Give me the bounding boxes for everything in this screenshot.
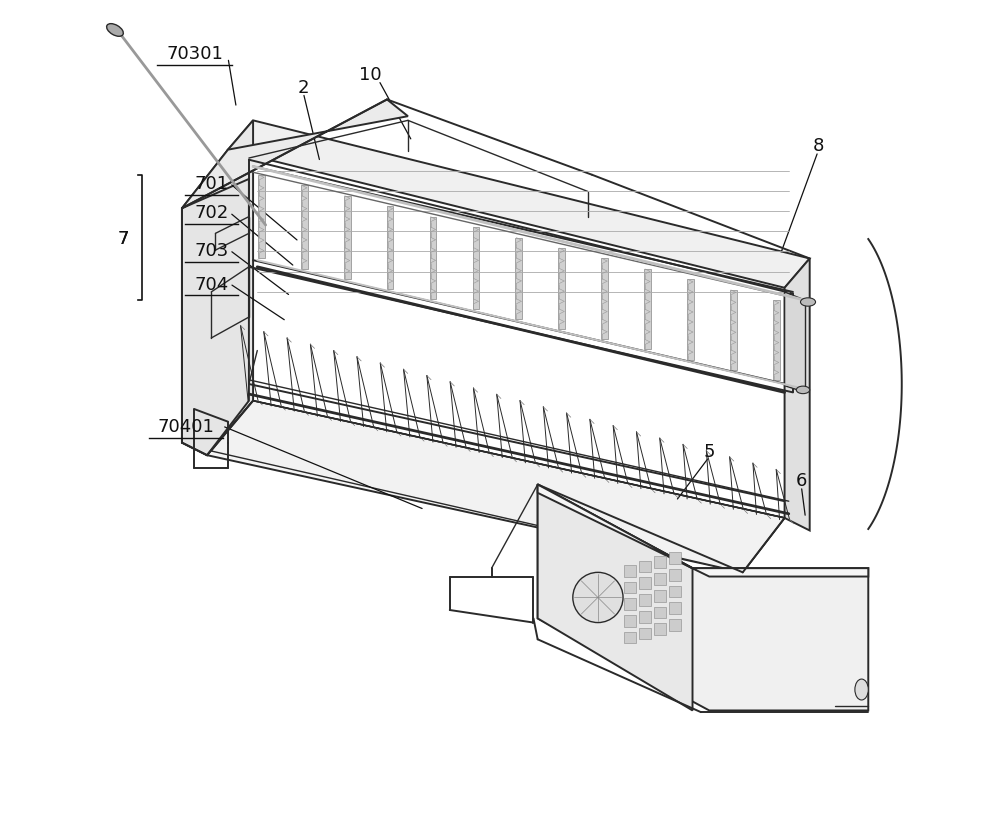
Ellipse shape bbox=[800, 298, 816, 307]
Polygon shape bbox=[730, 290, 737, 370]
Polygon shape bbox=[258, 176, 265, 259]
Text: 6: 6 bbox=[796, 472, 807, 490]
Circle shape bbox=[573, 573, 623, 623]
Polygon shape bbox=[387, 206, 393, 289]
Text: 702: 702 bbox=[194, 204, 228, 222]
Bar bbox=[624, 582, 636, 594]
Polygon shape bbox=[182, 180, 249, 456]
Polygon shape bbox=[473, 228, 479, 309]
Bar bbox=[669, 619, 681, 631]
Text: 703: 703 bbox=[194, 242, 228, 260]
Polygon shape bbox=[515, 238, 522, 320]
Bar bbox=[669, 586, 681, 598]
Bar bbox=[624, 615, 636, 627]
Ellipse shape bbox=[107, 24, 123, 38]
Bar bbox=[669, 553, 681, 564]
Bar bbox=[654, 590, 666, 602]
Text: 70401: 70401 bbox=[158, 417, 215, 436]
Polygon shape bbox=[601, 259, 608, 340]
Bar bbox=[639, 594, 651, 606]
Polygon shape bbox=[785, 293, 806, 393]
Text: 70301: 70301 bbox=[166, 45, 223, 64]
Text: 8: 8 bbox=[812, 137, 824, 155]
Polygon shape bbox=[182, 121, 253, 456]
Polygon shape bbox=[228, 121, 810, 288]
Polygon shape bbox=[644, 269, 651, 350]
Bar bbox=[639, 578, 651, 589]
Text: 10: 10 bbox=[359, 66, 382, 84]
Ellipse shape bbox=[855, 679, 868, 701]
Polygon shape bbox=[558, 249, 565, 330]
Polygon shape bbox=[538, 485, 693, 711]
Polygon shape bbox=[687, 280, 694, 360]
Bar bbox=[669, 569, 681, 581]
Polygon shape bbox=[430, 217, 436, 299]
Bar bbox=[624, 632, 636, 644]
Text: 701: 701 bbox=[194, 175, 228, 193]
Bar bbox=[639, 561, 651, 573]
Text: 7: 7 bbox=[118, 229, 129, 247]
Bar bbox=[654, 573, 666, 585]
Bar bbox=[639, 628, 651, 640]
Polygon shape bbox=[773, 301, 780, 380]
Text: 704: 704 bbox=[194, 275, 228, 293]
Polygon shape bbox=[538, 485, 868, 711]
Polygon shape bbox=[211, 401, 785, 573]
Bar bbox=[624, 565, 636, 577]
Polygon shape bbox=[344, 196, 351, 279]
Text: 2: 2 bbox=[298, 79, 309, 97]
Ellipse shape bbox=[796, 386, 810, 394]
Bar bbox=[654, 607, 666, 619]
Bar bbox=[669, 603, 681, 614]
Text: 7: 7 bbox=[118, 229, 129, 247]
Polygon shape bbox=[785, 259, 810, 531]
Bar bbox=[624, 599, 636, 610]
Polygon shape bbox=[182, 100, 408, 209]
Bar bbox=[654, 624, 666, 635]
Polygon shape bbox=[301, 186, 308, 269]
Polygon shape bbox=[207, 401, 785, 573]
Bar bbox=[639, 611, 651, 623]
Bar bbox=[654, 557, 666, 568]
Polygon shape bbox=[538, 485, 868, 577]
Text: 5: 5 bbox=[703, 442, 715, 461]
